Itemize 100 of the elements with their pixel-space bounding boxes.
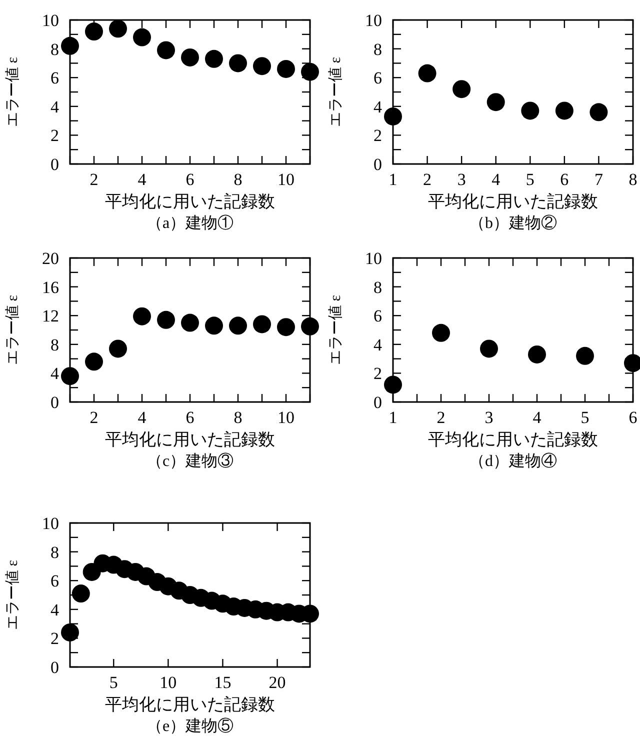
x-axis-title: 平均化に用いた記録数 xyxy=(428,192,598,211)
y-tick-label: 6 xyxy=(50,572,59,591)
x-axis-title: 平均化に用いた記録数 xyxy=(105,192,275,211)
x-tick-label: 7 xyxy=(594,170,604,189)
y-tick-label: 0 xyxy=(50,393,59,412)
x-tick-label: 10 xyxy=(160,673,177,692)
x-tick-label: 10 xyxy=(278,408,294,427)
point xyxy=(253,57,271,76)
point xyxy=(277,318,295,336)
x-tick-label: 6 xyxy=(628,408,638,427)
point xyxy=(384,107,402,126)
y-tick-label: 2 xyxy=(50,629,59,648)
y-tick-label: 8 xyxy=(50,335,59,354)
y-tick-label: 10 xyxy=(365,11,382,30)
y-tick-label: 8 xyxy=(374,40,382,59)
y-tick-label: 2 xyxy=(374,364,382,384)
y-tick-label: 8 xyxy=(50,40,59,59)
point xyxy=(301,62,319,81)
point xyxy=(61,367,79,386)
y-tick-label: 0 xyxy=(50,155,59,174)
y-tick-label: 4 xyxy=(374,97,382,116)
x-tick-label: 6 xyxy=(560,170,569,189)
point xyxy=(181,48,199,66)
point xyxy=(301,317,319,336)
y-tick-label: 2 xyxy=(374,126,382,146)
point xyxy=(528,345,546,364)
y-axis-title: エラー値 ε xyxy=(4,560,21,630)
x-tick-label: 3 xyxy=(484,408,494,427)
point xyxy=(521,102,540,120)
x-axis-title: 平均化に用いた記録数 xyxy=(105,430,275,449)
point xyxy=(181,314,199,332)
x-tick-label: 5 xyxy=(526,170,534,189)
y-axis-title: エラー値 ε xyxy=(327,56,344,128)
x-axis-title: 平均化に用いた記録数 xyxy=(105,695,275,714)
point xyxy=(229,316,247,335)
y-tick-label: 0 xyxy=(374,155,382,174)
y-tick-label: 6 xyxy=(50,68,59,88)
x-tick-label: 4 xyxy=(138,170,147,189)
point xyxy=(133,307,151,326)
y-tick-label: 6 xyxy=(374,68,382,88)
x-tick-label: 6 xyxy=(186,170,194,189)
point xyxy=(432,324,450,342)
point xyxy=(157,41,175,60)
point xyxy=(205,50,223,68)
y-tick-label: 0 xyxy=(50,658,59,677)
point xyxy=(61,36,79,55)
text: （d）建物④ xyxy=(469,452,557,470)
x-tick-label: 2 xyxy=(90,408,98,427)
y-tick-label: 10 xyxy=(365,249,382,268)
point xyxy=(480,340,498,358)
text: （e）建物⑤ xyxy=(146,717,234,735)
text: （b）建物② xyxy=(469,214,557,232)
x-tick-label: 1 xyxy=(388,408,398,427)
x-tick-label: 2 xyxy=(423,170,432,189)
y-tick-label: 10 xyxy=(42,11,59,30)
point xyxy=(555,102,574,120)
y-tick-label: 4 xyxy=(50,97,60,116)
y-axis-title: エラー値 ε xyxy=(327,294,344,366)
x-tick-label: 4 xyxy=(492,170,501,189)
point xyxy=(61,623,79,642)
point xyxy=(418,64,436,82)
point xyxy=(576,346,594,365)
point xyxy=(229,54,247,72)
y-tick-label: 8 xyxy=(374,278,382,297)
x-axis-title: 平均化に用いた記録数 xyxy=(428,430,598,449)
point xyxy=(133,28,151,46)
y-tick-label: 8 xyxy=(50,542,59,562)
x-tick-label: 20 xyxy=(268,673,286,692)
point xyxy=(277,60,295,78)
x-tick-label: 8 xyxy=(234,408,242,427)
y-tick-label: 10 xyxy=(42,514,59,533)
x-tick-label: 4 xyxy=(138,408,147,427)
y-tick-label: 16 xyxy=(42,278,59,297)
y-tick-label: 2 xyxy=(50,126,59,146)
text: （a）建物① xyxy=(146,214,234,232)
x-tick-label: 8 xyxy=(234,170,242,189)
y-tick-label: 4 xyxy=(50,364,60,384)
x-tick-label: 8 xyxy=(628,170,638,189)
y-axis-title: エラー値 ε xyxy=(4,294,21,366)
point xyxy=(85,352,103,371)
x-tick-label: 3 xyxy=(457,170,466,189)
point xyxy=(452,80,471,98)
y-tick-label: 4 xyxy=(374,335,382,354)
y-tick-label: 6 xyxy=(374,306,382,326)
point xyxy=(253,315,271,334)
point xyxy=(384,376,402,394)
point xyxy=(157,310,175,329)
y-tick-label: 20 xyxy=(42,249,59,268)
x-tick-label: 10 xyxy=(278,170,294,189)
x-tick-label: 4 xyxy=(532,408,542,427)
point xyxy=(109,20,127,38)
y-tick-label: 0 xyxy=(374,393,382,412)
point xyxy=(590,103,608,122)
x-tick-label: 2 xyxy=(90,170,98,189)
point xyxy=(72,584,90,603)
x-tick-label: 5 xyxy=(109,673,118,692)
x-tick-label: 1 xyxy=(388,170,398,189)
y-tick-label: 4 xyxy=(50,600,60,620)
point xyxy=(85,22,103,41)
x-tick-label: 5 xyxy=(580,408,590,427)
